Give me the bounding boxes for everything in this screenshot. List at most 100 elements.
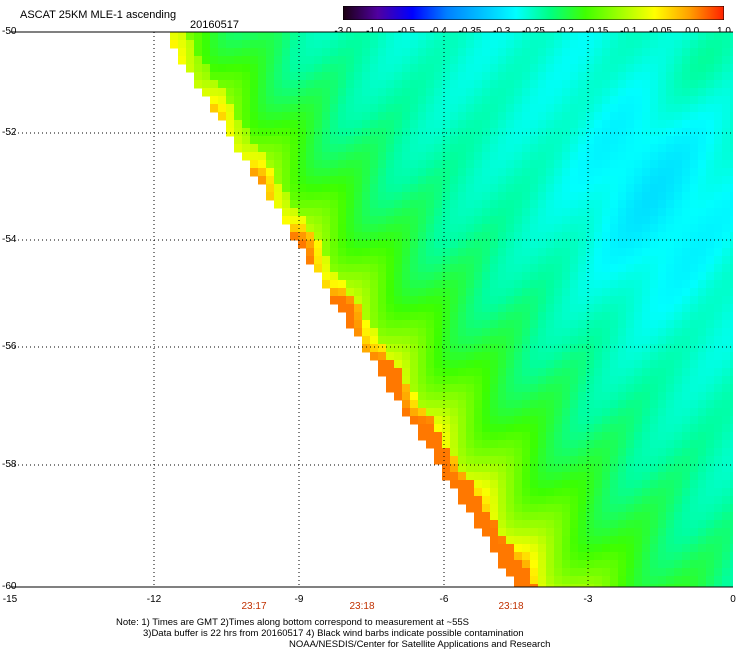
swath-cell	[690, 552, 699, 561]
swath-cell	[578, 216, 587, 225]
swath-cell	[650, 160, 659, 169]
swath-cell	[394, 48, 403, 57]
swath-cell	[530, 88, 539, 97]
swath-cell	[546, 96, 555, 105]
swath-cell	[522, 48, 531, 57]
swath-cell	[674, 504, 683, 513]
swath-cell	[698, 424, 707, 433]
swath-cell	[514, 168, 523, 177]
swath-cell	[586, 504, 595, 513]
swath-cell	[538, 312, 547, 321]
swath-cell	[706, 464, 715, 473]
swath-cell	[650, 320, 659, 329]
swath-cell	[458, 136, 467, 145]
swath-cell	[658, 152, 667, 161]
swath-cell	[698, 304, 707, 313]
swath-cell	[706, 520, 715, 529]
swath-cell	[490, 400, 499, 409]
swath-cell	[514, 320, 523, 329]
swath-cell	[466, 248, 475, 257]
swath-cell	[554, 40, 563, 49]
swath-cell	[322, 192, 331, 201]
swath-cell	[594, 208, 603, 217]
swath-cell	[690, 392, 699, 401]
swath-cell	[322, 264, 331, 273]
swath-cell	[650, 176, 659, 185]
swath-cell	[546, 512, 555, 521]
swath-cell	[666, 208, 675, 217]
swath-cell	[314, 200, 323, 209]
swath-cell	[242, 128, 251, 137]
swath-cell	[714, 384, 723, 393]
swath-cell	[698, 328, 707, 337]
swath-cell	[586, 400, 595, 409]
swath-cell	[418, 80, 427, 89]
swath-cell	[586, 256, 595, 265]
swath-cell	[250, 72, 259, 81]
swath-cell	[634, 488, 643, 497]
swath-cell	[402, 368, 411, 377]
swath-cell	[474, 368, 483, 377]
swath-cell	[434, 448, 443, 457]
swath-cell	[418, 128, 427, 137]
swath-cell	[514, 376, 523, 385]
latitude-label: -54	[2, 234, 17, 245]
swath-cell	[586, 280, 595, 289]
swath-cell	[554, 408, 563, 417]
swath-cell	[522, 480, 531, 489]
swath-cell	[730, 128, 733, 137]
swath-cell	[258, 120, 267, 129]
swath-cell	[362, 288, 371, 297]
swath-cell	[338, 176, 347, 185]
swath-cell	[706, 192, 715, 201]
swath-cell	[658, 64, 667, 73]
swath-cell	[618, 72, 627, 81]
swath-cell	[634, 296, 643, 305]
swath-cell	[418, 392, 427, 401]
swath-cell	[682, 176, 691, 185]
swath-cell	[626, 144, 635, 153]
swath-cell	[658, 576, 667, 585]
swath-cell	[730, 120, 733, 129]
swath-cell	[458, 320, 467, 329]
swath-cell	[674, 232, 683, 241]
swath-cell	[714, 336, 723, 345]
swath-cell	[722, 224, 731, 233]
swath-cell	[402, 184, 411, 193]
swath-cell	[490, 200, 499, 209]
swath-cell	[442, 232, 451, 241]
swath-cell	[538, 320, 547, 329]
swath-cell	[602, 136, 611, 145]
swath-cell	[602, 400, 611, 409]
swath-cell	[370, 32, 379, 41]
swath-cell	[682, 496, 691, 505]
swath-cell	[450, 416, 459, 425]
swath-cell	[658, 88, 667, 97]
swath-cell	[706, 416, 715, 425]
swath-cell	[514, 184, 523, 193]
swath-cell	[618, 480, 627, 489]
swath-cell	[354, 224, 363, 233]
swath-cell	[674, 544, 683, 553]
swath-cell	[626, 120, 635, 129]
swath-cell	[490, 496, 499, 505]
swath-cell	[714, 520, 723, 529]
swath-cell	[554, 384, 563, 393]
swath-cell	[282, 104, 291, 113]
swath-cell	[642, 432, 651, 441]
swath-cell	[370, 144, 379, 153]
swath-cell	[602, 296, 611, 305]
swath-cell	[522, 448, 531, 457]
swath-cell	[698, 104, 707, 113]
swath-cell	[674, 288, 683, 297]
swath-cell	[674, 496, 683, 505]
swath-cell	[306, 64, 315, 73]
swath-cell	[562, 528, 571, 537]
swath-cell	[434, 112, 443, 121]
swath-cell	[434, 56, 443, 65]
swath-cell	[410, 344, 419, 353]
swath-cell	[626, 528, 635, 537]
swath-cell	[594, 456, 603, 465]
latitude-label: -52	[2, 127, 17, 138]
swath-cell	[514, 160, 523, 169]
